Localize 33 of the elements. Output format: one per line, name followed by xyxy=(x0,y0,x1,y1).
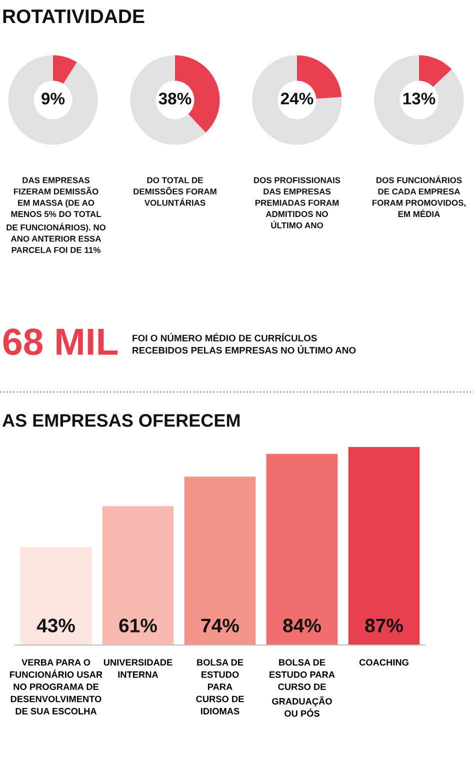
x-tick-label: BOLSA DE ESTUDO PARA CURSO DE GRADUAÇÃO OU PÓS xyxy=(270,659,335,717)
data-label: 9% xyxy=(42,92,65,104)
bar xyxy=(184,476,256,645)
chart-title: AS EMPRESAS OFERECEM xyxy=(2,414,240,427)
text: DO TOTAL DE DEMISSÕES FORAM VOLUNTÁRIAS xyxy=(134,177,216,206)
text: FOI O NÚMERO MÉDIO DE CURRÍCULOS RECEBIDOS PELAS EMPRESAS NO ÚLTIMO ANO xyxy=(132,332,356,354)
data-label: 74% xyxy=(201,618,239,632)
chart-title: ROTATIVIDADE xyxy=(3,9,144,24)
text: DOS PROFISSIONAIS DAS EMPRESAS PREMIADAS FORAM ADMITIDOS NO ÚLTIMO ANO xyxy=(254,177,340,228)
donut-slice xyxy=(374,55,464,145)
donut-slice xyxy=(130,55,206,145)
bar xyxy=(266,454,338,645)
data-label: 24% xyxy=(280,92,314,104)
x-tick-label: COACHING xyxy=(359,659,408,666)
data-label: 38% xyxy=(158,92,192,104)
text: 68 MIL xyxy=(3,328,118,356)
data-label: 87% xyxy=(365,618,403,632)
donut-slice xyxy=(8,55,98,145)
x-tick-label: BOLSA DE ESTUDO PARA CURSO DE IDIOMAS xyxy=(196,659,244,714)
data-label: 13% xyxy=(403,92,436,104)
bar xyxy=(20,547,92,645)
donut-slice xyxy=(252,55,342,145)
text: DAS EMPRESAS FIZERAM DEMISSÃO EM MASSA (DE AO MENOS 5% DO TOTAL DE FUNCIONÁRIOS). NO ANO ANTERIOR ESSA PARCELA FOI DE 11% xyxy=(6,177,106,253)
bar xyxy=(348,447,420,645)
x-tick-label: UNIVERSIDADE INTERNA xyxy=(104,659,172,678)
bar xyxy=(102,506,174,645)
data-label: 84% xyxy=(283,618,321,632)
donut-slice xyxy=(53,55,78,84)
x-tick-label: VERBA PARA O FUNCIONÁRIO USAR NO PROGRAMA DE DESENVOLVIMENTO DE SUA ESCOLHA xyxy=(10,659,102,714)
data-label: 61% xyxy=(119,618,157,632)
data-label: 43% xyxy=(36,618,75,632)
donut-slice xyxy=(419,55,452,87)
text: DOS FUNCIONÁRIOS DE CADA EMPRESA FORAM PROMOVIDOS, EM MÉDIA xyxy=(372,176,466,217)
